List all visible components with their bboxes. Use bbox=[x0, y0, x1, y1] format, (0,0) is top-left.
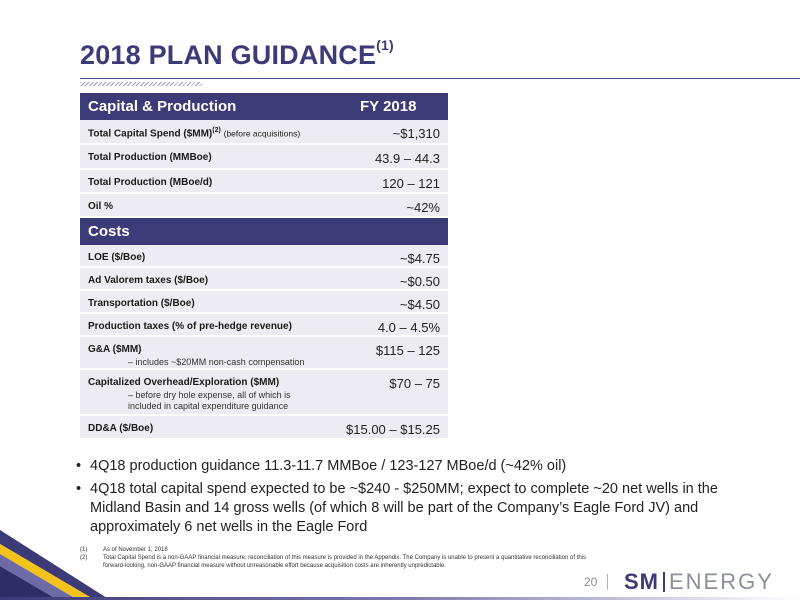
stripe-purple bbox=[0, 530, 110, 600]
row-value: 4.0 – 4.5% bbox=[377, 320, 440, 335]
logo-divider bbox=[663, 572, 665, 592]
row-value: ~$0.50 bbox=[399, 274, 440, 289]
row-subnote: – includes ~$20MM non-cash compensation bbox=[128, 357, 305, 367]
row-label: Ad Valorem taxes ($/Boe) bbox=[88, 275, 209, 286]
footnote-number: (2) bbox=[80, 555, 88, 561]
table-row: Total Production (MBoe/d) 120 – 121 bbox=[80, 170, 448, 194]
row-label: DD&A ($/Boe) bbox=[88, 423, 154, 434]
page-number: 20 bbox=[584, 575, 598, 589]
footnote-number: (1) bbox=[80, 547, 88, 553]
page-title: 2018 PLAN GUIDANCE(1) bbox=[80, 37, 394, 71]
title-accent-pattern bbox=[80, 82, 202, 86]
title-underline bbox=[80, 78, 800, 79]
stripe-dark bbox=[0, 566, 58, 600]
bullet-text: 4Q18 production guidance 11.3-11.7 MMBoe… bbox=[90, 458, 567, 474]
row-value: ~$1,310 bbox=[392, 126, 440, 141]
title-footnote-marker: (1) bbox=[376, 37, 394, 53]
table-row: LOE ($/Boe) ~$4.75 bbox=[80, 245, 448, 268]
table-row: Total Production (MMBoe) 43.9 – 44.3 bbox=[80, 145, 448, 170]
bullet-icon: • bbox=[76, 458, 82, 474]
table-row: G&A ($MM) – includes ~$20MM non-cash com… bbox=[80, 337, 448, 370]
corner-stripes-decoration bbox=[0, 530, 110, 600]
stripe-yellow bbox=[0, 544, 95, 600]
table-row: DD&A ($/Boe) $15.00 – $15.25 bbox=[80, 416, 448, 440]
logo-sm: SM bbox=[624, 569, 659, 594]
row-note: (before acquisitions) bbox=[223, 128, 301, 139]
row-value: $115 – 125 bbox=[375, 343, 440, 358]
table-row: Transportation ($/Boe) ~$4.50 bbox=[80, 291, 448, 314]
table-row: Capitalized Overhead/Exploration ($MM) –… bbox=[80, 370, 448, 416]
row-label: Total Production (MMBoe) bbox=[88, 152, 212, 163]
bullet-text: 4Q18 total capital spend expected to be … bbox=[90, 481, 718, 535]
row-label: G&A ($MM) – includes ~$20MM non-cash com… bbox=[88, 344, 305, 367]
row-footnote-marker: (2) bbox=[212, 127, 221, 134]
bullet-icon: • bbox=[76, 481, 82, 497]
row-value: 43.9 – 44.3 bbox=[374, 151, 440, 166]
row-label: Total Production (MBoe/d) bbox=[88, 177, 213, 188]
row-label: Capitalized Overhead/Exploration ($MM) –… bbox=[88, 377, 291, 411]
bullet-item: • 4Q18 production guidance 11.3-11.7 MMB… bbox=[76, 457, 766, 476]
footnotes: (1) As of November 1, 2018 (2) Total Cap… bbox=[80, 546, 600, 570]
footer-rule bbox=[0, 597, 800, 600]
bullet-item: • 4Q18 total capital spend expected to b… bbox=[76, 480, 766, 537]
table-row: Oil % ~42% bbox=[80, 194, 448, 218]
page-number-separator bbox=[607, 574, 608, 590]
row-subnote: – before dry hole expense, all of which … bbox=[128, 390, 291, 400]
footnote-text: As of November 1, 2018 bbox=[103, 547, 168, 553]
row-value: $15.00 – $15.25 bbox=[346, 422, 440, 437]
table-row: Total Capital Spend ($MM)(2) (before acq… bbox=[80, 120, 448, 145]
capital-production-header: Capital & Production FY 2018 bbox=[80, 93, 448, 120]
row-label: Oil % bbox=[88, 201, 114, 212]
row-value: ~$4.50 bbox=[399, 297, 440, 312]
costs-header: Costs bbox=[80, 218, 448, 245]
page-title-text: 2018 PLAN GUIDANCE bbox=[80, 40, 377, 70]
footnote-text: Total Capital Spend is a non-GAAP financ… bbox=[103, 555, 587, 569]
table-row: Production taxes (% of pre-hedge revenue… bbox=[80, 314, 448, 337]
fy-2018-column-header: FY 2018 bbox=[360, 98, 417, 115]
row-subnote: included in capital expenditure guidance bbox=[128, 401, 289, 411]
row-value: ~$4.75 bbox=[399, 251, 440, 266]
costs-header-label: Costs bbox=[88, 223, 130, 240]
footnote: (2) Total Capital Spend is a non-GAAP fi… bbox=[80, 554, 600, 570]
row-value: 120 – 121 bbox=[382, 176, 440, 191]
bullet-list: • 4Q18 production guidance 11.3-11.7 MMB… bbox=[76, 457, 766, 541]
logo-energy: ENERGY bbox=[669, 569, 774, 594]
company-logo: SM ENERGY bbox=[624, 569, 774, 595]
table-row: Ad Valorem taxes ($/Boe) ~$0.50 bbox=[80, 268, 448, 291]
row-label: Total Capital Spend ($MM)(2) (before acq… bbox=[88, 127, 301, 140]
row-label: Production taxes (% of pre-hedge revenue… bbox=[88, 321, 292, 332]
stripe-lavender bbox=[0, 554, 78, 600]
capital-production-header-label: Capital & Production bbox=[88, 98, 237, 115]
footnote: (1) As of November 1, 2018 bbox=[80, 546, 600, 554]
row-value: $70 – 75 bbox=[389, 376, 440, 391]
row-label: Transportation ($/Boe) bbox=[88, 298, 195, 309]
row-label: LOE ($/Boe) bbox=[88, 252, 146, 263]
row-value: ~42% bbox=[406, 200, 440, 215]
guidance-table: Capital & Production FY 2018 Total Capit… bbox=[80, 93, 448, 440]
